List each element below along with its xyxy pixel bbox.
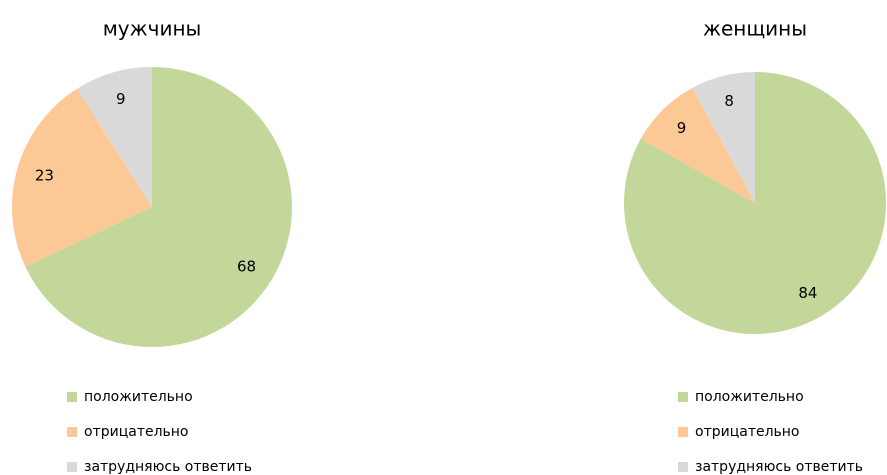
pie-slice — [640, 87, 755, 203]
pie-slice — [624, 72, 887, 334]
data-label: 84 — [798, 284, 817, 302]
data-label: 68 — [237, 258, 256, 276]
data-label: 8 — [724, 92, 734, 110]
legend-swatch — [67, 462, 77, 472]
data-label: 9 — [677, 119, 687, 137]
data-label: 23 — [35, 166, 54, 184]
legend-swatch — [678, 462, 688, 472]
legend-swatch — [67, 392, 77, 402]
data-label: 9 — [116, 90, 126, 108]
chart-title: женщины — [703, 17, 807, 41]
pie-slice — [25, 67, 292, 347]
legend-label: затрудняюсь ответить — [695, 459, 863, 475]
chart-title: мужчины — [103, 17, 202, 41]
pie-slice — [692, 72, 755, 203]
legend-label: затрудняюсь ответить — [84, 459, 252, 475]
legend-label: положительно — [84, 389, 193, 405]
legend-label: положительно — [695, 389, 804, 405]
pie-slice — [76, 67, 152, 207]
legend-swatch — [678, 427, 688, 437]
legend-swatch — [678, 392, 688, 402]
legend-swatch — [67, 427, 77, 437]
legend-label: отрицательно — [695, 424, 800, 440]
legend-label: отрицательно — [84, 424, 189, 440]
pie-slice — [11, 88, 153, 267]
